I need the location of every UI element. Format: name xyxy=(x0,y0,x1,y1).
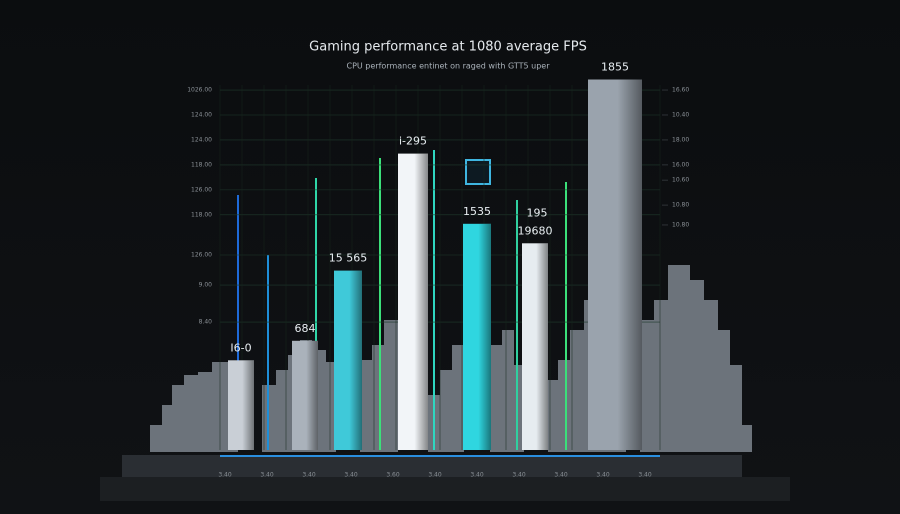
bar-shade xyxy=(536,243,548,450)
base-plinth xyxy=(100,477,790,501)
y2-tick-label: 18.00 xyxy=(672,136,689,143)
x-tick-label: 3.40 xyxy=(428,472,442,479)
bar-shade xyxy=(306,340,318,450)
chip-icon xyxy=(465,159,491,185)
y2-tick-label: 10.80 xyxy=(672,202,689,209)
x-tick-label: 3.40 xyxy=(512,472,526,479)
base-step xyxy=(122,455,742,477)
bar-label: 684 xyxy=(295,322,316,335)
chart-subtitle: CPU performance entinet on raged with GT… xyxy=(347,62,551,71)
annotation: 195 xyxy=(527,206,548,219)
y2-tick-label: 16.00 xyxy=(672,161,689,168)
bar-label: 1535 xyxy=(463,205,491,218)
bar-shade xyxy=(617,79,642,450)
y2-tick-label: 16.60 xyxy=(672,87,689,94)
bar-shade xyxy=(242,360,254,450)
x-tick-label: 3.40 xyxy=(554,472,568,479)
bar-label: 1855 xyxy=(601,61,629,74)
bar-label: 19680 xyxy=(518,224,553,237)
x-tick-label: 3.40 xyxy=(344,472,358,479)
bar-label: I6-0 xyxy=(230,341,251,354)
y-tick-label: 9.00 xyxy=(199,282,213,289)
y-tick-label: 126.00 xyxy=(191,186,212,193)
y2-tick-label: 10.80 xyxy=(672,221,689,228)
y-tick-label: 126.00 xyxy=(191,252,212,259)
x-tick-label: 3.40 xyxy=(596,472,610,479)
bar-label: 15 565 xyxy=(329,252,368,265)
x-tick-label: 3.40 xyxy=(218,472,232,479)
y-tick-label: 1026.00 xyxy=(187,87,212,94)
y-tick-label: 124.00 xyxy=(191,136,212,143)
x-tick-label: 3.60 xyxy=(386,472,400,479)
x-tick-label: 3.40 xyxy=(302,472,316,479)
bar-shade xyxy=(414,153,428,450)
bar-shade xyxy=(478,223,491,450)
x-tick-label: 3.40 xyxy=(260,472,274,479)
bar-shade xyxy=(349,270,362,450)
bar-label: i-295 xyxy=(399,135,427,148)
x-tick-label: 3.40 xyxy=(470,472,484,479)
x-tick-label: 3.40 xyxy=(638,472,652,479)
y-tick-label: 118.00 xyxy=(191,161,212,168)
y-tick-label: 118.00 xyxy=(191,211,212,218)
chart-title: Gaming performance at 1080 average FPS xyxy=(309,40,587,55)
y-tick-label: 8.40 xyxy=(199,319,213,326)
y2-tick-label: 10.60 xyxy=(672,177,689,184)
y-tick-label: 124.00 xyxy=(191,111,212,118)
y2-tick-label: 10.40 xyxy=(672,111,689,118)
